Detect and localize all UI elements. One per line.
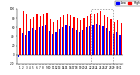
Bar — [92, 25, 94, 55]
Bar — [55, 32, 57, 55]
Bar — [25, 35, 26, 55]
Bar — [67, 14, 68, 55]
Bar — [19, 28, 21, 55]
Bar — [62, 27, 63, 55]
Bar — [36, 14, 38, 55]
Bar — [57, 20, 58, 55]
Bar — [60, 17, 61, 55]
Bar — [26, 14, 27, 55]
Bar — [28, 31, 30, 55]
Bar — [100, 11, 102, 55]
Bar — [110, 19, 112, 55]
Bar — [49, 31, 50, 55]
Bar — [79, 32, 80, 55]
Bar — [90, 14, 91, 55]
Bar — [18, 55, 19, 57]
Bar — [32, 28, 33, 55]
Bar — [107, 17, 108, 55]
Bar — [91, 9, 113, 64]
Bar — [113, 34, 114, 55]
Bar — [94, 14, 95, 55]
Bar — [40, 16, 41, 55]
Bar — [77, 18, 78, 55]
Bar — [69, 26, 70, 55]
Bar — [104, 15, 105, 55]
Bar — [23, 11, 24, 55]
Bar — [117, 20, 118, 55]
Bar — [73, 17, 74, 55]
Bar — [33, 17, 34, 55]
Bar — [96, 24, 97, 55]
Bar — [45, 25, 46, 55]
Bar — [63, 15, 64, 55]
Bar — [53, 22, 54, 55]
Bar — [102, 26, 104, 55]
Bar — [116, 32, 117, 55]
Bar — [70, 15, 71, 55]
Bar — [52, 34, 53, 55]
Bar — [121, 23, 122, 55]
Bar — [87, 16, 88, 55]
Bar — [114, 22, 115, 55]
Bar — [38, 27, 40, 55]
Bar — [46, 13, 48, 55]
Bar — [86, 27, 87, 55]
Bar — [119, 35, 121, 55]
Bar — [66, 25, 67, 55]
Bar — [35, 30, 36, 55]
Bar — [59, 29, 60, 55]
Legend: Low, High: Low, High — [115, 1, 140, 6]
Bar — [80, 20, 81, 55]
Bar — [82, 30, 83, 55]
Bar — [106, 28, 107, 55]
Bar — [97, 13, 98, 55]
Bar — [42, 26, 43, 55]
Bar — [50, 19, 51, 55]
Bar — [99, 25, 100, 55]
Bar — [43, 14, 44, 55]
Bar — [83, 18, 85, 55]
Bar — [30, 19, 31, 55]
Bar — [89, 26, 90, 55]
Bar — [22, 33, 23, 55]
Bar — [72, 28, 73, 55]
Bar — [109, 31, 110, 55]
Bar — [76, 30, 77, 55]
